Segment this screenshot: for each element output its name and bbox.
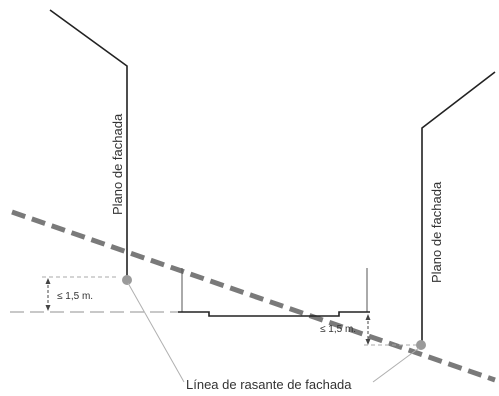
left-dimension-arrow-bottom [45,305,51,311]
left-facade-outline [49,9,128,282]
street-profile [178,311,370,317]
left-dimension-arrow-top [45,278,51,284]
grade-line-dashed [11,209,496,383]
right-facade-outline [421,71,496,345]
leader-line-left [127,282,185,383]
right-dimension-arrow-top [365,314,371,320]
dimension-label-left: ≤ 1,5 m. [57,291,93,302]
dimension-label-right: ≤ 1,5 m. [320,324,356,335]
leader-line-right [372,347,420,383]
left-grade-point [122,275,132,285]
facade-plane-label-right: Plano de fachada [429,181,444,283]
right-grade-point [416,340,426,350]
right-dimension-arrow-bottom [365,339,371,345]
grade-line-caption: Línea de rasante de fachada [186,377,352,392]
facade-plane-label-left: Plano de fachada [110,113,125,215]
